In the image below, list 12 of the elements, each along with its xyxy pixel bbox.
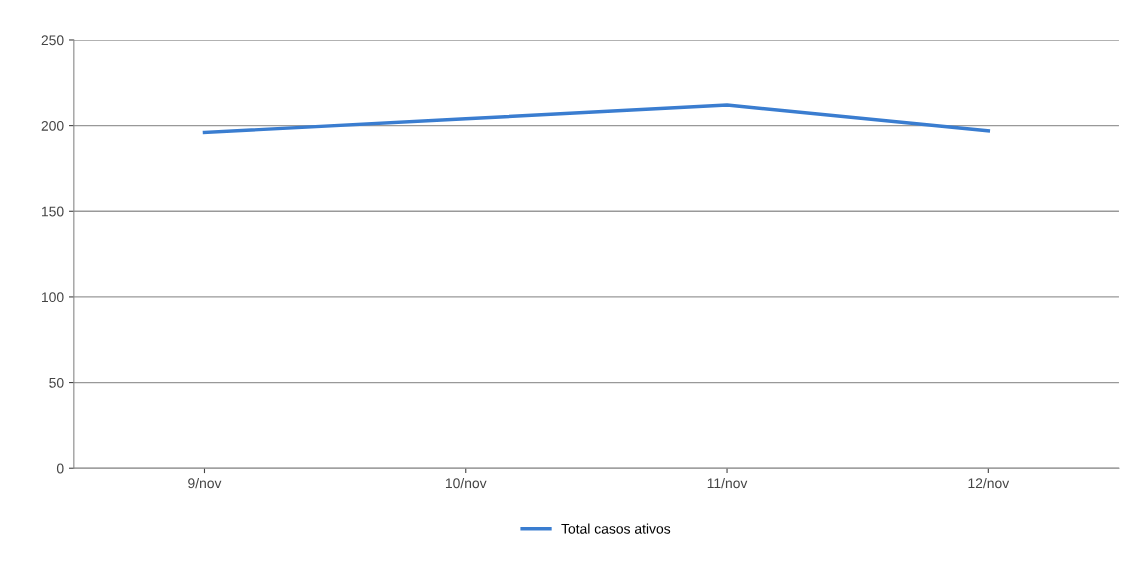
y-tick-label: 200 — [41, 120, 64, 131]
x-tick-label: 10/nov — [445, 477, 487, 489]
y-tick-label: 250 — [41, 35, 64, 46]
x-tick-label: 11/nov — [707, 477, 748, 489]
y-tick-label: 100 — [42, 292, 64, 303]
line-series — [202, 103, 991, 135]
y-tick-label: 150 — [42, 206, 64, 217]
y-tick-label: 0 — [56, 463, 64, 474]
x-tick-label: 9/nov — [188, 477, 222, 489]
y-tick-label: 50 — [49, 377, 64, 388]
legend-label: Total casos ativos — [561, 523, 671, 534]
x-tick-label: 12/nov — [968, 477, 1010, 489]
